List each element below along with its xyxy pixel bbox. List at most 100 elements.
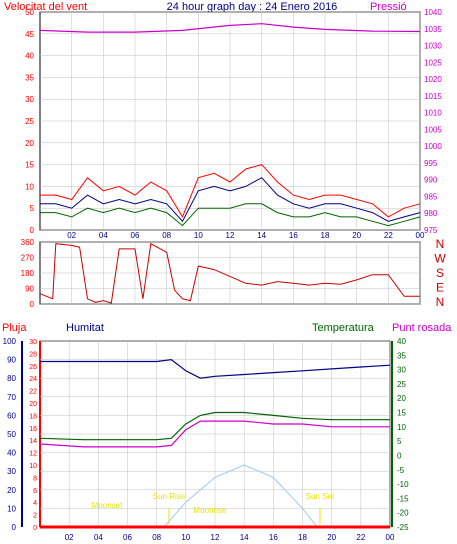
humidity-tick-label: 60 bbox=[7, 411, 16, 420]
moonset-label: Moonset bbox=[92, 501, 123, 510]
temperature-time-tick-label: 18 bbox=[298, 533, 307, 542]
wind-speed-tick-label: 15 bbox=[25, 161, 34, 170]
rain-tick-label: 2 bbox=[33, 513, 37, 520]
compass-label: S bbox=[436, 266, 444, 280]
temperature-time-tick-label: 12 bbox=[211, 533, 220, 542]
pressure-tick-label: 985 bbox=[424, 192, 438, 201]
moonrise-label: Moonrise bbox=[194, 506, 227, 515]
wind-time-tick-label: 04 bbox=[99, 231, 108, 240]
pressure-tick-label: 1025 bbox=[424, 58, 442, 67]
wind-time-tick-label: 14 bbox=[257, 231, 266, 240]
temperature-tick-label: 35 bbox=[397, 351, 406, 360]
temperature-tick-label: 25 bbox=[397, 380, 406, 389]
wind-time-tick-label: 02 bbox=[67, 231, 76, 240]
wind-speed-tick-label: 5 bbox=[30, 204, 35, 213]
direction-tick-label: 270 bbox=[21, 254, 35, 263]
rain-tick-label: 10 bbox=[29, 463, 37, 470]
pressure-tick-label: 975 bbox=[424, 226, 438, 235]
humidity-title: Humitat bbox=[66, 322, 104, 334]
temperature-tick-label: 40 bbox=[397, 337, 406, 346]
rain-tick-label: 26 bbox=[29, 364, 37, 371]
humidity-tick-label: 0 bbox=[12, 523, 17, 532]
wind-time-tick-label: 18 bbox=[321, 231, 330, 240]
wind-speed-tick-label: 40 bbox=[25, 52, 34, 61]
rain-tick-label: 16 bbox=[29, 426, 37, 433]
temperature-tick-label: -25 bbox=[397, 523, 409, 532]
temperature-time-tick-label: 16 bbox=[269, 533, 278, 542]
wind-time-tick-label: 06 bbox=[131, 231, 140, 240]
pressure-tick-label: 1010 bbox=[424, 109, 442, 118]
pressure-tick-label: 995 bbox=[424, 159, 438, 168]
wind-direction-series bbox=[39, 242, 420, 304]
compass-label: N bbox=[436, 295, 445, 309]
pressure-series bbox=[39, 23, 421, 33]
pressure-tick-label: 1030 bbox=[424, 42, 442, 51]
temperature-time-tick-label: 22 bbox=[356, 533, 365, 542]
pressure-tick-label: 1005 bbox=[424, 125, 442, 134]
rain-tick-label: 6 bbox=[33, 488, 37, 495]
humidity-tick-label: 50 bbox=[7, 430, 16, 439]
rain-tick-label: 22 bbox=[29, 389, 37, 396]
direction-tick-label: 180 bbox=[21, 269, 35, 278]
pressure-tick-label: 1035 bbox=[424, 25, 442, 34]
wind-time-tick-label: 10 bbox=[194, 231, 203, 240]
temperature-time-tick-label: 02 bbox=[65, 533, 74, 542]
rain-tick-label: 8 bbox=[33, 475, 37, 482]
humidity-tick-label: 20 bbox=[7, 486, 16, 495]
pressure-tick-label: 990 bbox=[424, 176, 438, 185]
wind-speed-series bbox=[40, 203, 421, 227]
rain-tick-label: 14 bbox=[29, 438, 37, 445]
wind-gust-series bbox=[40, 164, 421, 219]
temperature-title: Temperatura bbox=[312, 322, 375, 334]
direction-grid bbox=[40, 241, 421, 305]
pressure-right-axis: 1040 1035 1030 1025 1020 1015 1010 1005 1000 995 9… bbox=[424, 8, 442, 235]
direction-tick-label: 0 bbox=[30, 300, 35, 309]
temperature-time-tick-label: 08 bbox=[152, 533, 161, 542]
wind-speed-tick-label: 30 bbox=[25, 95, 34, 104]
wind-speed-tick-label: 0 bbox=[30, 226, 35, 235]
temperature-time-axis: 02 04 06 08 10 12 14 16 18 20 22 00 bbox=[65, 533, 395, 542]
temperature-time-tick-label: 06 bbox=[123, 533, 132, 542]
wind-time-tick-label: 08 bbox=[162, 231, 171, 240]
temperature-time-tick-label: 20 bbox=[327, 533, 336, 542]
chart-title: 24 hour graph day : 24 Enero 2016 bbox=[167, 1, 338, 13]
humidity-tick-label: 70 bbox=[7, 393, 16, 402]
temperature-tick-label: 0 bbox=[397, 451, 402, 460]
temperature-axis: 40 35 30 25 20 15 10 5 0 -5 -10 -15 -20 -25 bbox=[397, 337, 409, 532]
direction-tick-label: 90 bbox=[25, 285, 34, 294]
pressure-tick-label: 1000 bbox=[424, 142, 442, 151]
rain-tick-label: 20 bbox=[29, 401, 37, 408]
wind-average-series bbox=[40, 177, 421, 223]
rain-tick-label: 30 bbox=[29, 339, 37, 346]
compass-label: N bbox=[436, 237, 445, 251]
temperature-time-tick-label: 10 bbox=[181, 533, 190, 542]
temperature-tick-label: 20 bbox=[397, 394, 406, 403]
compass-label: W bbox=[434, 252, 446, 266]
wind-time-axis: 02 04 06 08 10 12 14 16 18 20 22 00 bbox=[67, 231, 425, 240]
sunrise-label: Sun Rise bbox=[153, 492, 186, 501]
humidity-tick-label: 80 bbox=[7, 374, 16, 383]
rain-tick-label: 18 bbox=[29, 413, 37, 420]
humidity-tick-label: 10 bbox=[7, 504, 16, 513]
humidity-series bbox=[40, 358, 391, 379]
humidity-tick-label: 100 bbox=[3, 337, 17, 346]
rain-tick-label: 28 bbox=[29, 351, 37, 358]
wind-speed-tick-label: 20 bbox=[25, 139, 34, 148]
temperature-series bbox=[39, 411, 390, 441]
wind-time-tick-label: 20 bbox=[352, 231, 361, 240]
wind-time-tick-label: 00 bbox=[416, 231, 425, 240]
pressure-tick-label: 980 bbox=[424, 209, 438, 218]
humidity-tick-label: 30 bbox=[7, 467, 16, 476]
temperature-time-tick-label: 14 bbox=[240, 533, 249, 542]
wind-speed-tick-label: 50 bbox=[25, 8, 34, 17]
compass-label: E bbox=[436, 281, 444, 295]
direction-tick-label: 360 bbox=[21, 238, 35, 247]
wind-speed-tick-label: 25 bbox=[25, 117, 34, 126]
pressure-tick-label: 1020 bbox=[424, 75, 442, 84]
